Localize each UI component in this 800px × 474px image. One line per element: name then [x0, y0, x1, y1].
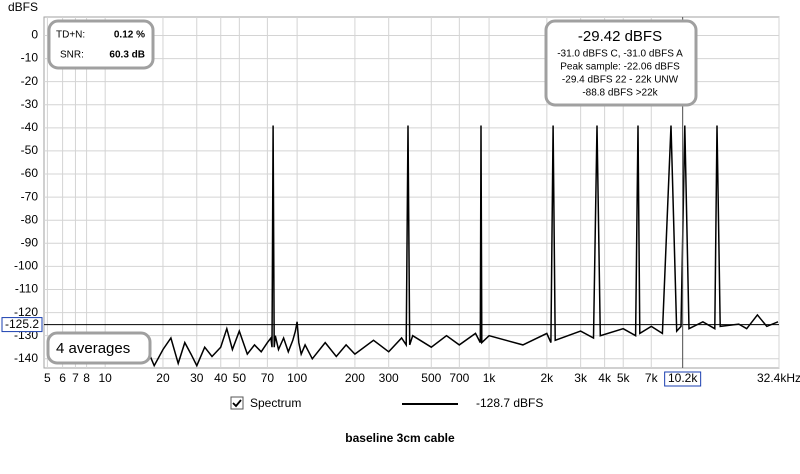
x-tick-label: 10.2k	[668, 371, 698, 385]
y-tick-label: -80	[21, 212, 39, 226]
x-tick-label: 700	[449, 371, 469, 385]
x-tick-label: 3k	[574, 371, 588, 385]
y-tick-label: -100	[14, 259, 38, 273]
x-tick-label: 7k	[645, 371, 659, 385]
x-tick-label: 70	[261, 371, 275, 385]
x-tick-label: 300	[379, 371, 399, 385]
x-tick-label: 30	[190, 371, 204, 385]
x-tick-label: 50	[233, 371, 247, 385]
x-tick-label: 100	[287, 371, 307, 385]
cursor-y-box	[1, 317, 43, 333]
y-tick-label: -40	[21, 120, 39, 134]
spectrum-line	[132, 125, 779, 368]
x-tick-label: 5	[44, 371, 51, 385]
x-tick-label: 1k	[483, 371, 497, 385]
y-tick-label: -140	[14, 351, 38, 365]
x-tick-label: 5k	[617, 371, 631, 385]
x-tick-label: 6	[59, 371, 66, 385]
y-tick-label: -120	[14, 305, 38, 319]
x-tick-label: 500	[421, 371, 441, 385]
x-tick-label: 8	[83, 371, 90, 385]
y-tick-label: -10	[21, 51, 39, 65]
y-tick-label: 0	[31, 28, 38, 42]
x-tick-label: 2k	[541, 371, 555, 385]
x-tick-label: 4k	[598, 371, 612, 385]
y-tick-label: -30	[21, 97, 39, 111]
level-line: Peak sample: -22.06 dBFS	[560, 62, 680, 73]
y-tick-label: -60	[21, 166, 39, 180]
y-tick-label: -90	[21, 235, 39, 249]
x-tick-label: 10	[99, 371, 113, 385]
thd-box	[47, 19, 155, 70]
level-line: -88.8 dBFS >22k	[582, 88, 658, 99]
td-n-label: TD+N:	[56, 30, 85, 41]
level-line: -31.0 dBFS C, -31.0 dBFS A	[557, 49, 683, 60]
check-mark	[232, 399, 242, 408]
x-tick-label: 20	[156, 371, 170, 385]
y-tick-label: -50	[21, 143, 39, 157]
averages: 4 averages	[56, 340, 130, 357]
level-box	[544, 19, 698, 107]
x-tick-label: 40	[214, 371, 228, 385]
y-tick-label: -20	[21, 74, 39, 88]
td-n-value: 0.12 %	[114, 30, 145, 41]
y-axis-label: dBFS	[8, 0, 38, 14]
cursor-x-box	[664, 371, 702, 387]
averages-box	[46, 331, 152, 365]
x-tick-label: 200	[345, 371, 365, 385]
level-value: -29.42 dBFS	[578, 28, 662, 45]
level-line: -29.4 dBFS 22 - 22k UNW	[562, 75, 679, 86]
cursor-y-label: -125.2	[5, 317, 39, 331]
legend-label[interactable]: Spectrum	[250, 396, 301, 410]
y-tick-label: -110	[15, 282, 38, 296]
legend-reading: -128.7 dBFS	[476, 396, 543, 410]
y-tick-label: -70	[21, 189, 39, 203]
snr-label: SNR:	[60, 50, 84, 61]
snr-value: 60.3 dB	[109, 50, 145, 61]
x-tick-label: 32.4kHz	[757, 371, 800, 385]
chart-title: baseline 3cm cable	[345, 431, 455, 445]
x-tick-label: 7	[72, 371, 79, 385]
legend-checkbox[interactable]	[230, 396, 244, 410]
